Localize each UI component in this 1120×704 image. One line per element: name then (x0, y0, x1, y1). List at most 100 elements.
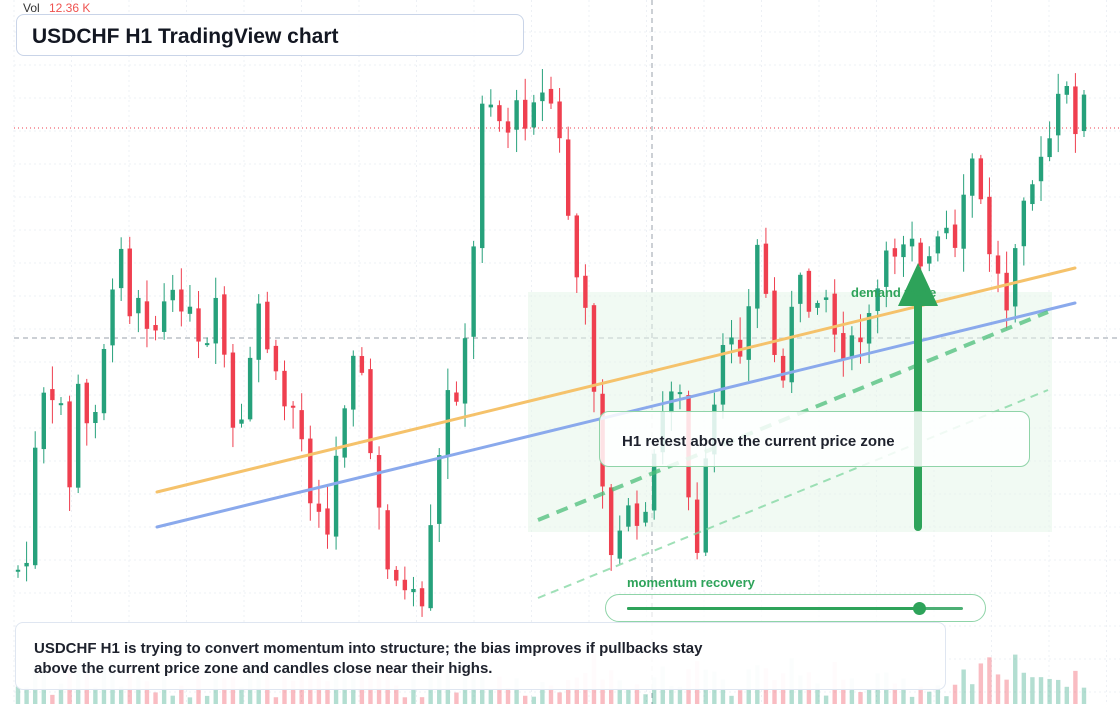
candle-body (720, 345, 726, 405)
candle-body (84, 382, 89, 424)
volume-bar (557, 692, 562, 704)
candle-body (368, 369, 373, 454)
volume-bar (514, 678, 519, 704)
volume-bar (1073, 670, 1078, 704)
candle-body (290, 405, 296, 408)
candle-body (677, 392, 683, 395)
candle-body (93, 412, 98, 424)
volume-bar (651, 677, 657, 704)
candle-body (626, 505, 631, 527)
volume-bar (995, 674, 1001, 704)
candle-body (196, 308, 201, 342)
candle-body (875, 288, 880, 312)
candle-body (273, 345, 279, 372)
candle-body (342, 408, 347, 458)
candle-body (617, 530, 622, 559)
candle-body (608, 487, 614, 556)
volume-bar (1081, 687, 1087, 704)
candle-body (179, 289, 184, 312)
slider-knob[interactable] (913, 602, 927, 615)
candle-body (239, 419, 244, 424)
candle-body (1013, 248, 1018, 307)
candle-body (841, 333, 846, 361)
volume-bar (935, 685, 941, 704)
candle-body (462, 338, 468, 404)
candle-body (634, 503, 640, 526)
volume-bar (394, 685, 399, 704)
volume-bar (987, 657, 992, 704)
volume-bar (548, 685, 554, 704)
candle-body (995, 255, 1001, 274)
candle-body (110, 289, 115, 346)
candle-body (540, 92, 545, 102)
volume-bar (316, 676, 322, 704)
candle-body (32, 447, 38, 566)
candle-body (333, 455, 339, 537)
volume-bar (565, 679, 571, 704)
volume-bar (213, 676, 218, 704)
candle-body (565, 139, 571, 216)
volume-bar (144, 681, 150, 704)
candle-body (884, 250, 889, 287)
candle-body (531, 102, 537, 128)
candle-body (471, 246, 476, 337)
volume-bar (179, 685, 184, 704)
volume-bar (1056, 679, 1061, 704)
candle-body (763, 243, 769, 294)
volume-bar (952, 684, 958, 704)
candle-body (161, 301, 167, 332)
candle-body (222, 294, 227, 355)
candle-body (256, 303, 261, 360)
candle-body (1021, 200, 1027, 247)
volume-value: 12.36 K (49, 1, 91, 15)
volume-bar (901, 678, 906, 704)
volume-bar (523, 695, 528, 704)
volume-bar (1004, 679, 1009, 704)
candle-body (411, 588, 416, 593)
candlesticks (15, 69, 1087, 617)
volume-bar (15, 686, 21, 704)
candle-body (961, 194, 966, 249)
candle-body (1038, 156, 1044, 182)
volume-bar (892, 683, 898, 704)
candle-body (1004, 272, 1009, 311)
candle-body (1056, 93, 1061, 136)
candle-body (187, 306, 193, 314)
volume-bar (815, 683, 820, 704)
summary-note: USDCHF H1 is trying to convert momentum … (34, 640, 703, 677)
candle-body (230, 352, 236, 428)
support-line-dashed (537, 310, 1049, 522)
candle-body (746, 306, 751, 360)
candle-body (213, 297, 218, 344)
volume-bar (1064, 686, 1070, 704)
candle-body (694, 499, 700, 553)
candle-body (394, 569, 399, 581)
volume-bar (978, 663, 984, 704)
candle-body (402, 579, 408, 591)
volume-bar (325, 681, 330, 704)
volume-bar (677, 686, 683, 704)
candle-body (445, 390, 451, 457)
candle-body (798, 274, 803, 304)
candle-body (591, 305, 597, 392)
volume-bar (841, 679, 846, 704)
candle-body (50, 389, 55, 401)
candle-body (651, 453, 657, 511)
volume-bar (1038, 677, 1044, 704)
candle-body (815, 302, 820, 308)
volume-bar (153, 692, 158, 704)
candle-body (918, 242, 923, 267)
demand-label: demand trade (851, 285, 937, 300)
candle-body (385, 510, 390, 570)
candle-body (987, 196, 992, 255)
volume-bar (488, 689, 494, 704)
candle-body (514, 100, 519, 130)
momentum-slider[interactable] (605, 594, 986, 622)
candle-body (1081, 94, 1087, 132)
zone-note: H1 retest above the current price zone (622, 433, 895, 450)
volume-bar (772, 679, 777, 704)
candle-body (892, 248, 898, 257)
candle-body (144, 301, 150, 329)
volume-bar (204, 695, 210, 704)
candle-body (153, 325, 158, 331)
